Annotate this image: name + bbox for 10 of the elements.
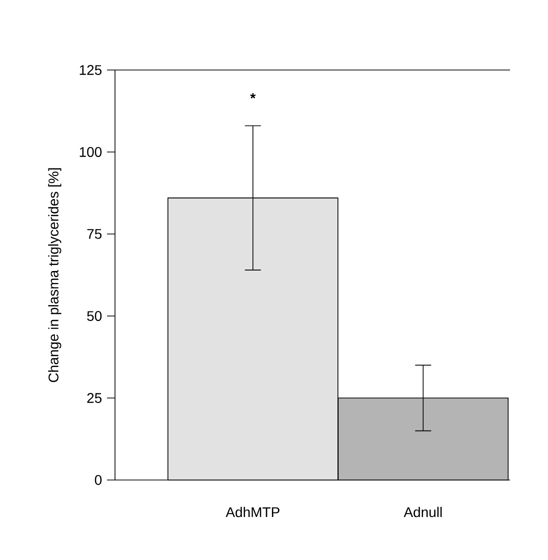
y-tick-label: 25	[87, 393, 102, 403]
x-tick-label: AdhMTP	[226, 506, 280, 518]
x-tick-label: Adnull	[404, 506, 442, 518]
y-tick-label: 75	[87, 229, 102, 239]
annotation: *	[250, 93, 256, 98]
y-tick-label: 125	[80, 65, 102, 75]
y-tick-label: 100	[80, 147, 102, 157]
y-axis-title: Change in plasma triglycerides [%]	[48, 168, 62, 382]
y-tick-label: 0	[94, 475, 102, 485]
y-tick-label: 50	[87, 311, 102, 321]
